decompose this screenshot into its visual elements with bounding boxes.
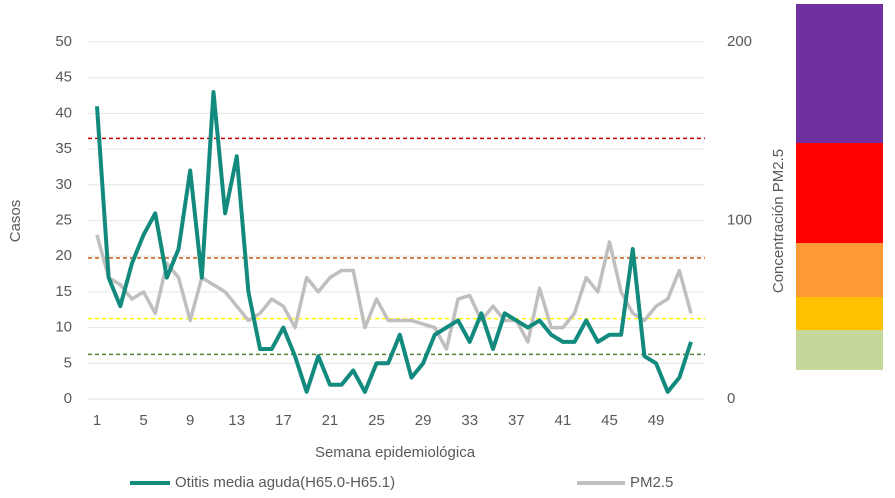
x-tick-label: 17	[275, 412, 292, 429]
y2-tick-label: 0	[727, 390, 735, 407]
y2-tick-label: 100	[727, 211, 752, 228]
legend-label: Otitis media aguda(H65.0-H65.1)	[175, 474, 395, 491]
color-scale	[796, 4, 883, 370]
y-tick-label: 45	[55, 69, 72, 86]
y-tick-label: 40	[55, 104, 72, 121]
scale-purple	[796, 4, 883, 143]
y-tick-label: 25	[55, 211, 72, 228]
scale-yellow	[796, 297, 883, 330]
x-tick-label: 13	[228, 412, 245, 429]
scale-orange	[796, 243, 883, 297]
scale-red	[796, 143, 883, 243]
x-tick-label: 25	[368, 412, 385, 429]
y-axis-title: Casos	[7, 200, 24, 243]
y-tick-label: 50	[55, 33, 72, 50]
series-line	[95, 234, 693, 351]
scale-green	[796, 330, 883, 370]
x-tick-label: 33	[461, 412, 478, 429]
y-tick-label: 30	[55, 176, 72, 193]
x-axis-title: Semana epidemiológica	[315, 444, 476, 461]
y-tick-label: 5	[64, 354, 72, 371]
x-tick-label: 29	[415, 412, 432, 429]
y-tick-label: 15	[55, 283, 72, 300]
y-tick-label: 10	[55, 319, 72, 336]
x-tick-label: 49	[648, 412, 665, 429]
y2-axis-title: Concentración PM2.5	[770, 149, 787, 293]
x-tick-label: 45	[601, 412, 618, 429]
series-line	[95, 89, 693, 394]
x-tick-label: 37	[508, 412, 525, 429]
y-tick-label: 35	[55, 140, 72, 157]
y-tick-label: 20	[55, 247, 72, 264]
legend-label: PM2.5	[630, 474, 673, 491]
y2-tick-label: 200	[727, 33, 752, 50]
x-tick-label: 21	[322, 412, 339, 429]
x-tick-label: 1	[93, 412, 101, 429]
y-tick-label: 0	[64, 390, 72, 407]
x-tick-label: 5	[139, 412, 147, 429]
x-tick-label: 41	[555, 412, 572, 429]
x-tick-label: 9	[186, 412, 194, 429]
